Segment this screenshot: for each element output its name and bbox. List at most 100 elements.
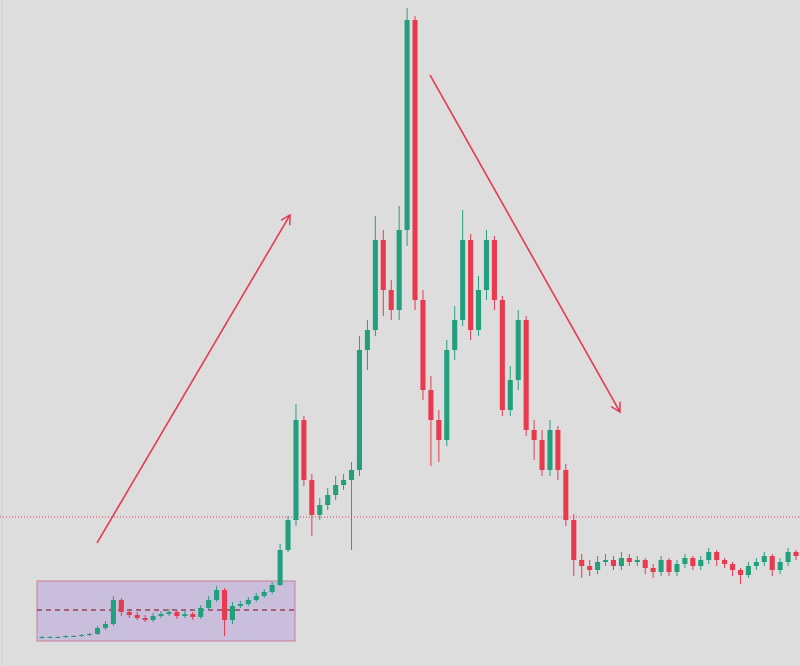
candle-body bbox=[63, 636, 69, 637]
candle-body bbox=[277, 550, 283, 585]
candle-body bbox=[610, 560, 617, 566]
candle-body bbox=[436, 420, 442, 440]
candle-body bbox=[507, 380, 513, 410]
candle-body bbox=[523, 320, 529, 430]
range-box bbox=[36, 580, 296, 642]
candle-body bbox=[428, 390, 434, 420]
candle-body bbox=[285, 520, 291, 550]
candle-body bbox=[460, 240, 466, 320]
candle-body bbox=[777, 562, 783, 570]
candle-body bbox=[555, 430, 561, 470]
candle-body bbox=[690, 558, 696, 566]
candle-body bbox=[301, 420, 307, 480]
candle-body bbox=[348, 470, 355, 480]
candle-body bbox=[674, 564, 680, 572]
candle-body bbox=[706, 552, 712, 560]
candle-body bbox=[587, 566, 593, 570]
candle-body bbox=[364, 330, 370, 350]
candle-body bbox=[325, 495, 331, 505]
candle-body bbox=[682, 558, 688, 564]
candle-body bbox=[126, 612, 132, 615]
candle-body bbox=[110, 600, 116, 624]
candle-body bbox=[221, 590, 228, 620]
candle-body bbox=[539, 440, 545, 470]
candle-body bbox=[269, 585, 275, 592]
candle-body bbox=[547, 430, 553, 470]
candle-body bbox=[158, 614, 164, 616]
candle-body bbox=[206, 600, 212, 608]
candle-body bbox=[333, 485, 339, 495]
candle-body bbox=[729, 564, 736, 570]
candle-body bbox=[420, 300, 426, 390]
candle-body bbox=[372, 240, 378, 330]
candle-body bbox=[499, 300, 505, 410]
candle-body bbox=[483, 240, 490, 290]
candle-body bbox=[388, 290, 394, 310]
candle-body bbox=[452, 320, 458, 350]
candle-body bbox=[666, 560, 672, 572]
candle-body bbox=[602, 560, 609, 562]
candle-body bbox=[245, 600, 251, 604]
candle-body bbox=[94, 628, 101, 634]
candle-body bbox=[761, 556, 767, 562]
candle-body bbox=[722, 560, 728, 564]
candle-body bbox=[515, 320, 521, 380]
candle-body bbox=[317, 505, 323, 515]
candle-body bbox=[491, 240, 497, 300]
candle-body bbox=[55, 637, 61, 638]
candle-body bbox=[571, 520, 577, 560]
candle-body bbox=[634, 560, 640, 562]
candle-body bbox=[412, 20, 418, 300]
candle-body bbox=[87, 634, 93, 635]
candle-body bbox=[182, 614, 188, 616]
candle-body bbox=[650, 568, 656, 572]
candle-body bbox=[142, 618, 148, 620]
candle-body bbox=[150, 616, 156, 620]
down-arrow bbox=[429, 74, 621, 414]
candle-body bbox=[237, 604, 243, 606]
candle-body bbox=[404, 20, 410, 230]
candle-body bbox=[198, 608, 204, 617]
candle-body bbox=[444, 350, 450, 440]
candle-body bbox=[102, 624, 109, 628]
candle-body bbox=[563, 470, 569, 520]
candle-body bbox=[396, 230, 402, 310]
candle-body bbox=[579, 560, 585, 566]
candle-body bbox=[595, 562, 601, 570]
candle-body bbox=[475, 290, 482, 330]
candle-body bbox=[214, 590, 220, 600]
candle-body bbox=[714, 552, 720, 560]
candle-body bbox=[745, 566, 751, 575]
candle-body bbox=[39, 637, 45, 638]
candle-body bbox=[618, 558, 624, 566]
candle-body bbox=[229, 606, 236, 620]
candle-body bbox=[785, 552, 791, 562]
candle-body bbox=[47, 637, 53, 638]
candle-body bbox=[531, 430, 537, 440]
candle-body bbox=[753, 562, 759, 566]
candle-body bbox=[118, 600, 124, 612]
candle-body bbox=[793, 552, 799, 556]
candle-body bbox=[174, 612, 180, 616]
candle-body bbox=[134, 615, 140, 618]
candle-body bbox=[79, 635, 85, 636]
candle-body bbox=[769, 556, 775, 570]
candle-body bbox=[71, 636, 77, 637]
candle-body bbox=[253, 596, 259, 600]
candle-body bbox=[468, 240, 474, 330]
candle-body bbox=[626, 558, 632, 562]
candle-body bbox=[642, 560, 648, 568]
candle-body bbox=[190, 614, 196, 617]
candle-body bbox=[380, 240, 386, 290]
candle-body bbox=[658, 560, 664, 572]
candles bbox=[39, 8, 799, 639]
candle-body bbox=[356, 350, 363, 470]
candle-body bbox=[261, 592, 267, 596]
up-arrow bbox=[96, 213, 291, 544]
candle-body bbox=[166, 612, 172, 614]
candle-body bbox=[737, 570, 744, 575]
candle-body bbox=[341, 480, 347, 485]
